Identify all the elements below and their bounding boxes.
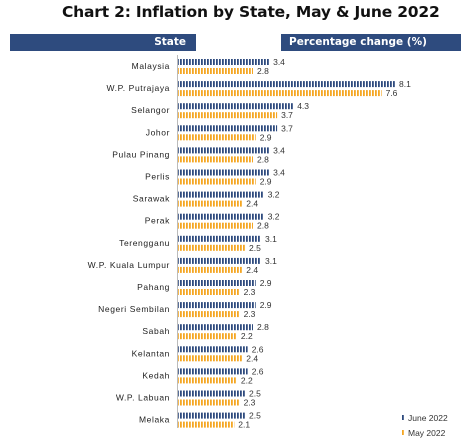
bar-june bbox=[178, 368, 248, 375]
data-label-june: 2.6 bbox=[252, 344, 264, 354]
category-label: Kedah bbox=[142, 370, 170, 380]
category-label: Melaka bbox=[139, 415, 170, 425]
data-label-may: 2.3 bbox=[244, 309, 256, 319]
bar-june bbox=[178, 125, 278, 132]
bar-june bbox=[178, 302, 256, 309]
bar-june bbox=[178, 390, 245, 397]
data-label-may: 3.7 bbox=[281, 110, 293, 120]
data-label-may: 2.3 bbox=[244, 398, 256, 408]
data-label-may: 2.1 bbox=[238, 420, 250, 430]
data-label-june: 2.6 bbox=[252, 366, 264, 376]
bar-may bbox=[178, 178, 256, 185]
data-label-june: 3.2 bbox=[268, 212, 280, 222]
data-label-may: 2.8 bbox=[257, 66, 269, 76]
bar-june bbox=[178, 324, 253, 331]
data-label-may: 7.6 bbox=[386, 88, 398, 98]
bar-june bbox=[178, 412, 245, 419]
bar-june bbox=[178, 191, 264, 198]
category-label: Kelantan bbox=[132, 348, 170, 358]
bar-june bbox=[178, 81, 395, 88]
bar-june bbox=[178, 147, 270, 154]
category-label: W.P. Putrajaya bbox=[106, 83, 170, 93]
bar-may bbox=[178, 156, 253, 163]
data-label-june: 3.2 bbox=[268, 190, 280, 200]
data-label-june: 3.7 bbox=[281, 123, 293, 133]
category-label: Johor bbox=[146, 127, 170, 137]
data-label-may: 2.2 bbox=[241, 375, 253, 385]
bar-june bbox=[178, 213, 264, 220]
legend-swatch-june bbox=[401, 415, 405, 420]
data-label-may: 2.8 bbox=[257, 221, 269, 231]
category-label: Sarawak bbox=[133, 194, 170, 204]
category-label: Selangor bbox=[131, 105, 170, 115]
data-label-may: 2.4 bbox=[246, 265, 258, 275]
state-column-header: State bbox=[10, 34, 196, 51]
data-label-may: 2.3 bbox=[244, 287, 256, 297]
data-label-june: 2.9 bbox=[260, 300, 272, 310]
data-label-june: 2.9 bbox=[260, 278, 272, 288]
category-label: Pulau Pinang bbox=[112, 149, 170, 159]
data-label-june: 8.1 bbox=[399, 79, 411, 89]
bar-may bbox=[178, 289, 240, 295]
data-label-june: 3.1 bbox=[265, 234, 277, 244]
data-label-may: 2.4 bbox=[246, 353, 258, 363]
data-label-may: 2.4 bbox=[246, 199, 258, 209]
category-label: Pahang bbox=[137, 282, 170, 292]
bar-june bbox=[178, 257, 261, 264]
category-label: Perak bbox=[145, 216, 170, 226]
bar-may bbox=[178, 112, 278, 119]
data-label-june: 3.4 bbox=[273, 168, 285, 178]
data-label-june: 3.1 bbox=[265, 256, 277, 266]
bar-may bbox=[178, 244, 245, 251]
bar-june bbox=[178, 169, 270, 176]
data-label-june: 2.5 bbox=[249, 411, 261, 421]
data-label-may: 2.5 bbox=[249, 243, 261, 253]
bar-may bbox=[178, 134, 256, 141]
category-label: Terengganu bbox=[119, 238, 170, 248]
bar-may bbox=[178, 333, 237, 340]
category-label: Sabah bbox=[142, 326, 170, 336]
data-label-may: 2.9 bbox=[260, 132, 272, 142]
legend-label-june: June 2022 bbox=[408, 413, 448, 423]
value-column-header: Percentage change (%) bbox=[281, 34, 461, 51]
bar-may bbox=[178, 421, 235, 428]
bar-may bbox=[178, 90, 382, 97]
data-label-may: 2.9 bbox=[260, 177, 272, 187]
category-label: Negeri Sembilan bbox=[98, 304, 170, 314]
category-label: Perlis bbox=[145, 172, 170, 182]
bar-may bbox=[178, 68, 253, 74]
bar-may bbox=[178, 355, 243, 362]
data-label-june: 4.3 bbox=[297, 101, 309, 111]
legend-label-may: May 2022 bbox=[408, 428, 446, 438]
bar-june bbox=[178, 59, 270, 65]
bar-may bbox=[178, 222, 253, 229]
category-label: Malaysia bbox=[132, 61, 170, 71]
bar-june bbox=[178, 235, 261, 242]
bar-june bbox=[178, 280, 256, 286]
data-label-june: 3.4 bbox=[273, 57, 285, 67]
bar-may bbox=[178, 266, 243, 273]
legend: June 2022 May 2022 bbox=[401, 413, 448, 438]
bar-may bbox=[178, 200, 243, 207]
data-label-june: 2.5 bbox=[249, 389, 261, 399]
bar-may bbox=[178, 377, 237, 384]
bar-june bbox=[178, 103, 294, 110]
bar-may bbox=[178, 399, 240, 406]
chart-title: Chart 2: Inflation by State, May & June … bbox=[62, 3, 440, 21]
bar-may bbox=[178, 311, 240, 318]
data-label-june: 2.8 bbox=[257, 322, 269, 332]
data-label-may: 2.8 bbox=[257, 154, 269, 164]
category-label: W.P. Labuan bbox=[116, 393, 170, 403]
data-label-may: 2.2 bbox=[241, 331, 253, 341]
category-label: W.P. Kuala Lumpur bbox=[88, 260, 170, 270]
legend-swatch-may bbox=[401, 430, 405, 435]
bar-june bbox=[178, 346, 248, 353]
data-label-june: 3.4 bbox=[273, 145, 285, 155]
